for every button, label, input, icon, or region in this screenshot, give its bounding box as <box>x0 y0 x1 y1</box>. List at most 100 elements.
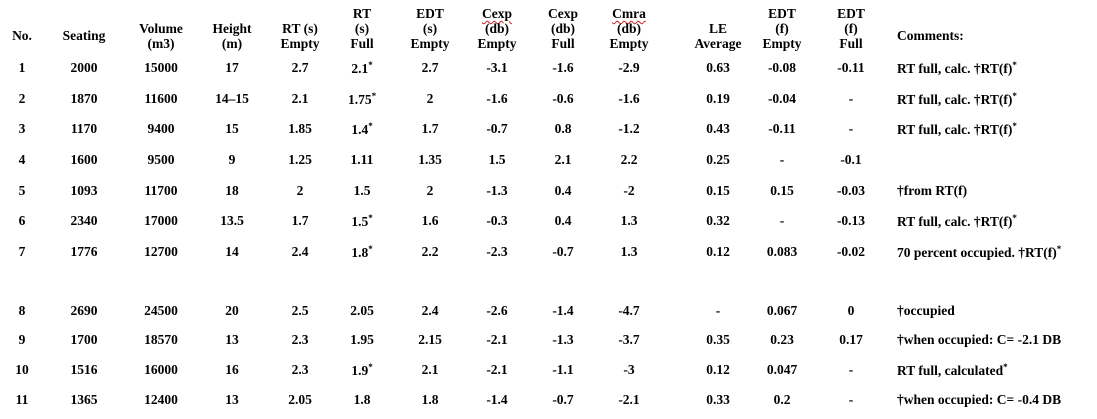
table-cell: 2.5 <box>291 303 309 318</box>
column-header-line: EDT <box>837 6 865 21</box>
comment-cell: †when occupied: C= -0.4 DB <box>897 392 1062 407</box>
table-cell: 13 <box>225 332 239 347</box>
table-cell: -2.1 <box>486 362 508 377</box>
table-cell: 2 <box>296 183 304 198</box>
table-cell: 0.047 <box>766 362 798 377</box>
table-cell: -0.03 <box>836 183 866 198</box>
table-cell: 6 <box>18 213 26 228</box>
table-cell: 1.3 <box>620 213 638 228</box>
table-cell: 0.067 <box>766 303 798 318</box>
table-cell: 11600 <box>144 91 178 106</box>
table-cell: 12700 <box>144 244 178 259</box>
table-cell: 2340 <box>70 213 98 228</box>
table-cell: 24500 <box>144 303 178 318</box>
table-cell: 13.5 <box>220 213 244 228</box>
table-cell: 2690 <box>70 303 98 318</box>
table-cell: 0.35 <box>706 332 730 347</box>
table-cell: - <box>848 121 854 136</box>
table-cell: 1170 <box>70 121 98 136</box>
table-cell: 1.5 <box>353 183 371 198</box>
table-cell: 18570 <box>144 332 178 347</box>
column-header-line: Empty <box>762 36 802 51</box>
table-cell: 2 <box>18 91 26 106</box>
column-header-line: Full <box>839 36 863 51</box>
table-cell: - <box>848 91 854 106</box>
table-cell: -0.13 <box>836 213 866 228</box>
table-cell: -4.7 <box>618 303 640 318</box>
table-cell: 14 <box>225 244 239 259</box>
column-header-line: (m3) <box>147 36 175 51</box>
table-cell: -2.3 <box>486 244 508 259</box>
table-cell: 0.4 <box>554 183 572 198</box>
comment-cell: †from RT(f) <box>897 183 968 198</box>
table-cell: 9400 <box>147 121 175 136</box>
table-cell: -0.7 <box>552 244 574 259</box>
table-cell: 16 <box>225 362 239 377</box>
table-cell: -0.08 <box>767 60 797 75</box>
table-cell: 4 <box>18 152 26 167</box>
comment-cell: RT full, calc. †RT(f)* <box>897 121 1017 137</box>
table-cell: 1.6 <box>421 213 439 228</box>
table-cell: 17 <box>225 60 239 75</box>
table-cell: 1.95 <box>350 332 374 347</box>
table-cell: 0.63 <box>706 60 730 75</box>
table-cell: - <box>848 362 854 377</box>
table-cell: 15 <box>225 121 239 136</box>
table-cell: 1.5* <box>351 213 373 229</box>
table-cell: 1093 <box>70 183 98 198</box>
column-header-line: Empty <box>410 36 450 51</box>
column-header-line: No. <box>12 28 32 43</box>
column-header: Height (m) <box>187 21 277 51</box>
comment-cell: RT full, calc. †RT(f)* <box>897 91 1017 107</box>
column-header-line: Cexp <box>548 6 578 21</box>
column-header-line: Full <box>350 36 374 51</box>
table-cell: 1.8 <box>421 392 439 407</box>
table-cell: -1.4 <box>486 392 508 407</box>
table-cell: 2.1 <box>421 362 439 377</box>
table-cell: -0.7 <box>486 121 508 136</box>
table-cell: - <box>848 392 854 407</box>
comment-cell: †occupied <box>897 303 955 318</box>
column-header-line: (db) <box>550 21 575 36</box>
table-cell: 10 <box>15 362 29 377</box>
table-cell: 0.19 <box>706 91 730 106</box>
table-cell: 0.083 <box>766 244 798 259</box>
table-cell: 7 <box>18 244 26 259</box>
table-cell: 9 <box>228 152 236 167</box>
table-cell: 1600 <box>70 152 98 167</box>
column-header-line: (m) <box>221 36 243 51</box>
table-cell: 1870 <box>70 91 98 106</box>
column-header-line: Comments: <box>897 28 964 43</box>
table-cell: -0.7 <box>552 392 574 407</box>
column-header-line: Cexp <box>482 6 512 21</box>
table-cell: 0.8 <box>554 121 572 136</box>
column-header-line: Seating <box>62 28 106 43</box>
column-header-line: EDT <box>416 6 444 21</box>
table-cell: 2.2 <box>620 152 638 167</box>
table-cell: 0.43 <box>706 121 730 136</box>
table-cell: 1.5 <box>488 152 506 167</box>
column-header: Cexp (db) Full <box>518 6 608 51</box>
table-cell: 8 <box>18 303 26 318</box>
comment-cell: †when occupied: C= -2.1 DB <box>897 332 1062 347</box>
table-cell: -1.6 <box>486 91 508 106</box>
table-cell: 1.4* <box>351 121 373 137</box>
table-cell: 11 <box>15 392 29 407</box>
table-cell: -3 <box>623 362 635 377</box>
table-cell: 5 <box>18 183 26 198</box>
table-cell: 2000 <box>70 60 98 75</box>
table-cell: 1 <box>18 60 26 75</box>
column-header: Cexp (db) Empty <box>452 6 542 51</box>
comment-cell: RT full, calc. †RT(f)* <box>897 60 1017 76</box>
table-cell: -0.6 <box>552 91 574 106</box>
table-cell: - <box>779 213 785 228</box>
table-cell: -3.7 <box>618 332 640 347</box>
column-header: Seating <box>39 28 129 43</box>
column-header-line: (db) <box>616 21 641 36</box>
table-cell: 9500 <box>147 152 175 167</box>
column-header-line: Cmra <box>612 6 646 21</box>
table-cell: 0.32 <box>706 213 730 228</box>
table-cell: 2.1* <box>351 60 373 76</box>
table-cell: 1.9* <box>351 362 373 378</box>
column-header: Volume (m3) <box>116 21 206 51</box>
